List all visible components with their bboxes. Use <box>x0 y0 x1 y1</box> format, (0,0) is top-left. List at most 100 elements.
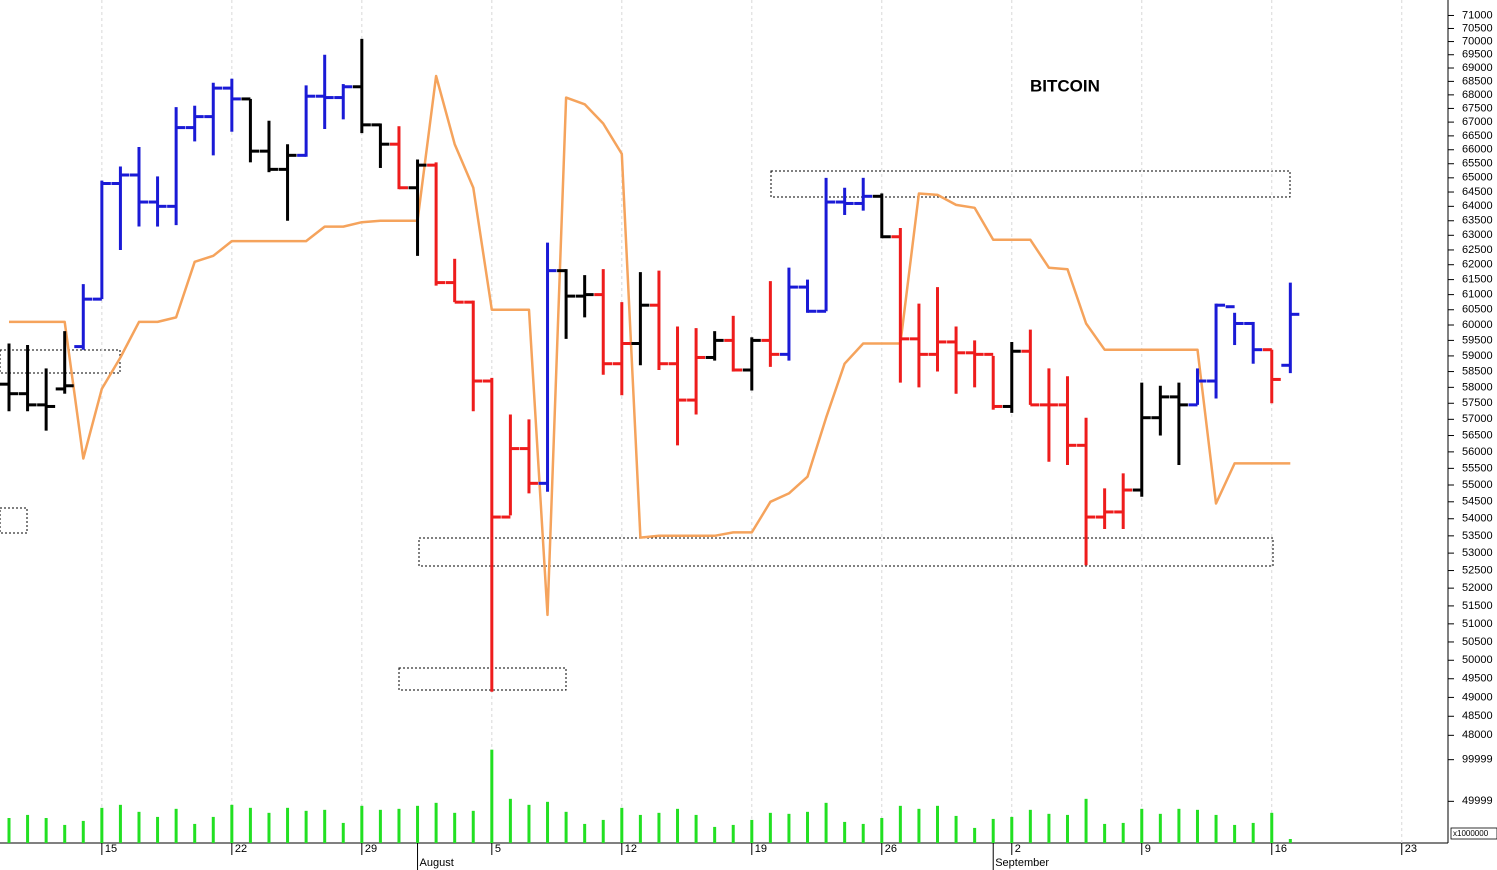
ohlc-bar <box>1077 417 1096 566</box>
ohlc-bar <box>408 159 427 256</box>
y-tick-label: 56500 <box>1462 429 1493 441</box>
x-tick-label: 15 <box>105 843 117 855</box>
ohlc-bar <box>278 144 297 221</box>
y-tick-label: 51500 <box>1462 600 1493 612</box>
ohlc-bar <box>18 345 37 412</box>
volume-bar <box>898 805 902 843</box>
ohlc-bar <box>557 269 576 339</box>
annotation-box <box>0 507 28 534</box>
volume-bar <box>1084 798 1088 843</box>
y-tick-label: 49000 <box>1462 691 1493 703</box>
ohlc-bar <box>965 340 984 388</box>
ohlc-bar <box>241 97 260 163</box>
y-tick-label: 64000 <box>1462 200 1493 212</box>
volume-bar <box>286 807 290 843</box>
ohlc-bar <box>55 331 74 394</box>
volume-bar <box>1103 823 1107 843</box>
volume-bar <box>211 816 215 843</box>
y-tick-label: 54500 <box>1462 496 1493 508</box>
ohlc-bar <box>1058 376 1077 466</box>
volume-bar <box>230 804 234 843</box>
volume-bar <box>1270 812 1274 843</box>
ohlc-bar <box>1207 303 1226 399</box>
volume-bar <box>843 821 847 843</box>
y-tick-label: 62000 <box>1462 259 1493 271</box>
volume-bar <box>1028 809 1032 843</box>
y-tick-label: 55500 <box>1462 462 1493 474</box>
ohlc-bar <box>501 414 520 519</box>
ohlc-bar <box>315 54 334 129</box>
volume-bar <box>973 827 977 843</box>
ohlc-bar <box>1132 382 1151 497</box>
x-tick-label: 19 <box>755 843 767 855</box>
volume-bar <box>323 809 327 843</box>
y-tick-label: 52500 <box>1462 564 1493 576</box>
y-tick-label: 56000 <box>1462 446 1493 458</box>
ohlc-bar <box>1262 348 1281 404</box>
ohlc-bar <box>129 146 148 227</box>
volume-bar <box>453 812 457 843</box>
volume-tick-label: 49999 <box>1462 795 1493 807</box>
y-tick-label: 57000 <box>1462 413 1493 425</box>
y-tick-label: 69000 <box>1462 62 1493 74</box>
volume-bar <box>1121 822 1125 843</box>
y-tick-label: 59500 <box>1462 334 1493 346</box>
y-tick-label: 66000 <box>1462 144 1493 156</box>
annotation-box <box>0 349 121 374</box>
x-tick-label: 9 <box>1145 843 1151 855</box>
x-tick-label: 5 <box>495 843 501 855</box>
ohlc-bar <box>779 267 798 361</box>
volume-bar <box>676 808 680 843</box>
ohlc-bar <box>259 120 278 173</box>
volume-bar <box>63 824 67 843</box>
x-tick-label: 22 <box>235 843 247 855</box>
ohlc-bar <box>1021 329 1040 407</box>
volume-bar <box>267 812 271 843</box>
y-tick-label: 70500 <box>1462 22 1493 34</box>
ohlc-bar <box>1095 488 1114 529</box>
volume-bar <box>360 805 364 843</box>
y-tick-label: 48500 <box>1462 710 1493 722</box>
volume-bar <box>806 811 810 843</box>
y-tick-label: 71000 <box>1462 9 1493 21</box>
ohlc-bar <box>222 78 241 132</box>
y-tick-label: 66500 <box>1462 130 1493 142</box>
ohlc-bar <box>1225 305 1244 346</box>
volume-bar <box>100 807 104 843</box>
y-tick-label: 64500 <box>1462 186 1493 198</box>
chart-title: BITCOIN <box>1030 76 1100 95</box>
volume-bar <box>1158 813 1162 843</box>
y-tick-label: 62500 <box>1462 244 1493 256</box>
volume-tick-label: 99999 <box>1462 754 1493 766</box>
volume-bar <box>880 818 884 843</box>
ohlc-bar <box>0 343 18 412</box>
x-tick-label: 23 <box>1405 843 1417 855</box>
ohlc-bar <box>1114 473 1133 529</box>
volume-bar <box>638 814 642 843</box>
ohlc-bar <box>1188 368 1207 407</box>
volume-bar <box>397 808 401 843</box>
ohlc-bar <box>705 331 724 361</box>
volume-bar <box>1288 839 1292 843</box>
ohlc-bar <box>1244 321 1263 364</box>
y-tick-label: 67000 <box>1462 116 1493 128</box>
overlay-line <box>9 74 1291 617</box>
ohlc-bar <box>37 368 56 431</box>
volume-bar <box>1214 814 1218 843</box>
volume-bar <box>1233 824 1237 843</box>
ohlc-bar <box>185 105 204 142</box>
y-tick-label: 60000 <box>1462 319 1493 331</box>
y-tick-label: 58000 <box>1462 381 1493 393</box>
ohlc-bar <box>947 326 966 394</box>
ohlc-bar <box>798 279 817 313</box>
ohlc-bar <box>1039 368 1058 462</box>
y-tick-label: 60500 <box>1462 304 1493 316</box>
volume-bar <box>1177 808 1181 843</box>
volume-bar <box>601 819 605 843</box>
y-tick-label: 58500 <box>1462 365 1493 377</box>
volume-bar <box>434 802 438 843</box>
volume-bar <box>44 818 48 843</box>
y-tick-label: 63000 <box>1462 229 1493 241</box>
y-tick-label: 55000 <box>1462 479 1493 491</box>
ohlc-bar <box>724 315 743 372</box>
